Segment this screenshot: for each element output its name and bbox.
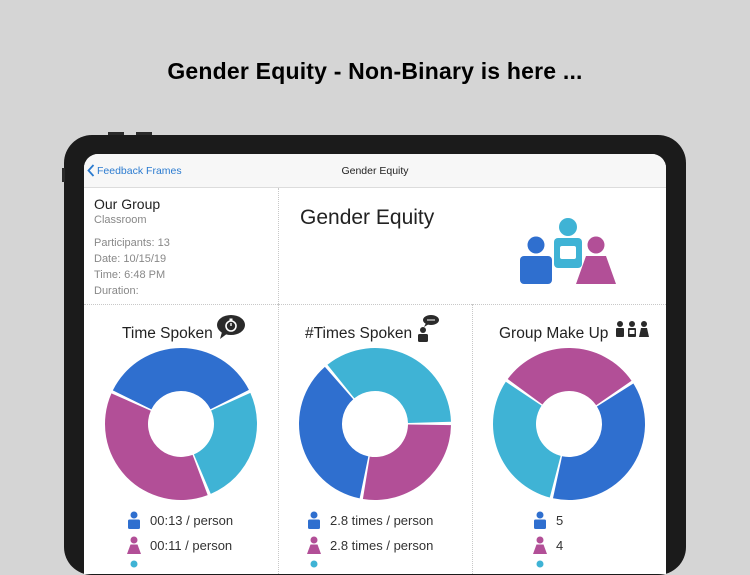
- legend-value: 00:13 / person: [150, 512, 234, 528]
- donut-slice-nonbinary: [193, 392, 257, 494]
- tablet-volume-button: [62, 168, 65, 182]
- person-nonbinary-icon: [554, 218, 582, 268]
- session-time: Time: 6:48 PM: [94, 269, 166, 281]
- legend-row-female: 2.8 times / person: [306, 536, 433, 554]
- donut-slice-female: [362, 424, 451, 500]
- legend-row-female: 00:11 / person: [126, 536, 232, 554]
- person-nonbinary-icon: [130, 560, 138, 568]
- legend-value: 5: [556, 512, 564, 528]
- donut-slice-male: [299, 366, 369, 499]
- legend-row-female: 4: [532, 536, 563, 554]
- donut-slice-female: [105, 393, 208, 500]
- legend-value: 2.8 times / person: [330, 537, 434, 553]
- group-type: Classroom: [94, 214, 147, 226]
- back-button-label: Feedback Frames: [97, 164, 182, 177]
- times-spoken-donut-chart: [299, 348, 451, 500]
- session-duration: Duration:: [94, 285, 139, 297]
- donut-slice-male: [553, 383, 646, 501]
- nav-title: Gender Equity: [341, 165, 409, 177]
- chart-title: Group Make Up: [499, 325, 609, 342]
- donut-slice-nonbinary: [493, 381, 561, 498]
- participants-count: Participants: 13: [94, 237, 170, 249]
- legend-row-male: 00:13 / person: [126, 511, 233, 529]
- session-date: Date: 10/15/19: [94, 253, 167, 265]
- headline: Gender Equity - Non-Binary is here ...: [167, 58, 583, 84]
- tablet-side-button: [136, 132, 152, 135]
- tablet-side-button: [108, 132, 124, 135]
- person-female-icon: [533, 536, 547, 554]
- person-female-icon: [307, 536, 321, 554]
- donut-slice-female: [507, 348, 632, 406]
- donut-slice-nonbinary: [327, 348, 451, 424]
- group-people-icon: [616, 321, 649, 337]
- legend-value: 2.8 times / person: [330, 512, 434, 528]
- person-male-icon: [308, 511, 320, 529]
- legend-row-male: 2.8 times / person: [306, 511, 433, 529]
- legend-value: 4: [556, 537, 564, 553]
- group-makeup-donut-chart: [493, 348, 646, 501]
- back-button[interactable]: Feedback Frames: [87, 164, 182, 177]
- person-nonbinary-icon: [310, 560, 318, 568]
- navigation-bar: Feedback Frames Gender Equity: [84, 154, 666, 188]
- legend-row-male: 5: [532, 511, 563, 529]
- donut-slice-male: [112, 347, 249, 410]
- speaking-person-icon: [418, 315, 439, 342]
- stopwatch-bubble-icon: [217, 315, 245, 339]
- chart-title: #Times Spoken: [305, 325, 413, 342]
- legend-value: 00:11 / person: [150, 537, 233, 553]
- app-screen: Feedback Frames Gender Equity Our Group …: [84, 154, 666, 574]
- person-male-icon: [534, 511, 546, 529]
- person-nonbinary-icon: [536, 560, 544, 568]
- person-male-icon: [520, 236, 552, 284]
- person-female-icon: [127, 536, 141, 554]
- chart-title: Time Spoken: [122, 325, 213, 342]
- chevron-left-icon: [87, 164, 95, 177]
- person-male-icon: [128, 511, 140, 529]
- group-people-illustration: [520, 218, 616, 284]
- group-name: Our Group: [94, 196, 161, 212]
- time-spoken-donut-chart: [105, 347, 257, 500]
- person-female-icon: [576, 236, 616, 284]
- main-title: Gender Equity: [300, 206, 435, 229]
